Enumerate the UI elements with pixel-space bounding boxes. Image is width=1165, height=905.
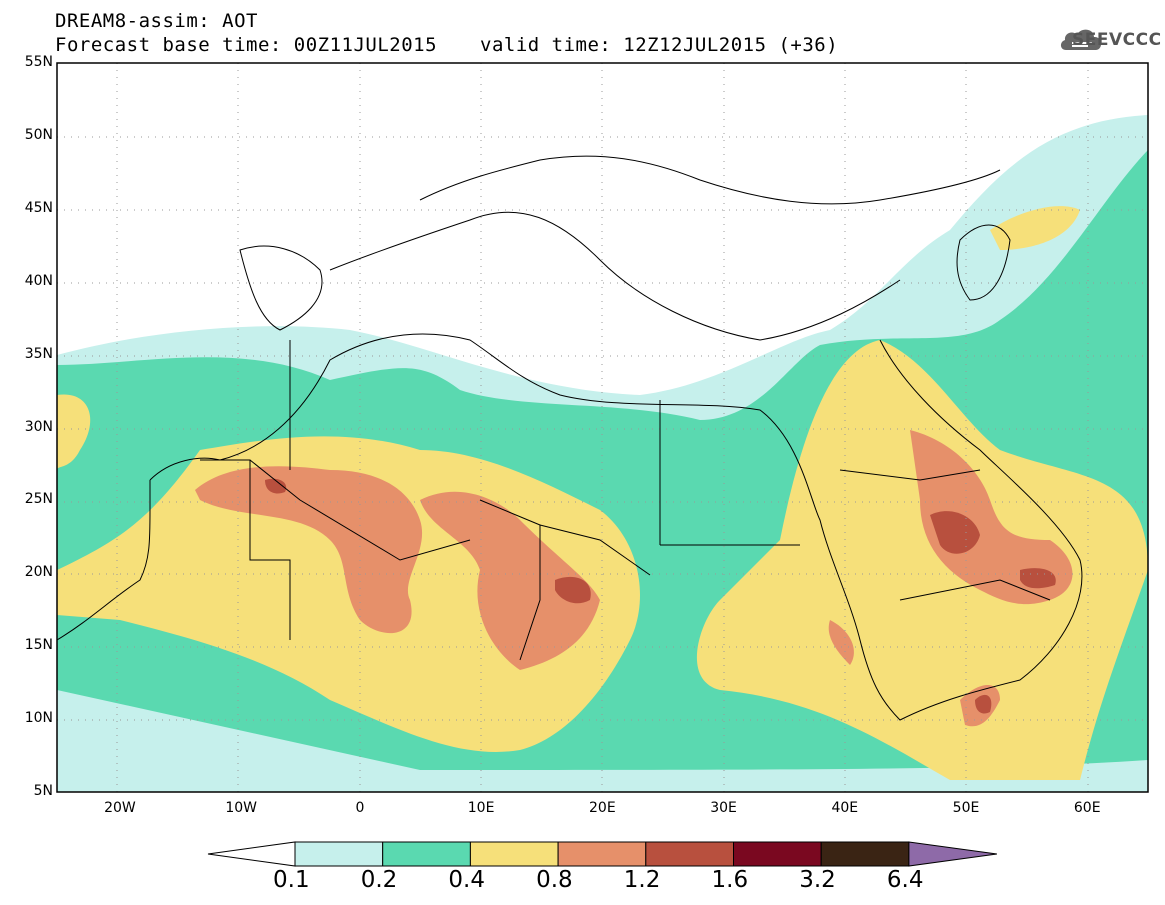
lon-tick-label: 50E (952, 800, 980, 816)
lat-tick-label: 15N (24, 637, 53, 654)
lat-tick-label: 45N (24, 199, 53, 216)
colorbar-segment (294, 841, 384, 867)
coastlines (57, 155, 1083, 721)
lon-tick-label: 20W (104, 800, 136, 816)
lat-tick-label: 20N (24, 564, 53, 581)
colorbar-label: 1.2 (623, 867, 661, 893)
colorbar-label: 3.2 (799, 867, 836, 893)
colorbar-label: 1.6 (711, 867, 749, 893)
colorbar-label: 0.1 (273, 867, 310, 893)
cloud-icon (1060, 29, 1102, 50)
lat-tick-label: 30N (24, 418, 53, 435)
lat-tick-label: 25N (24, 491, 53, 508)
grid-lines (57, 63, 1148, 792)
map-frame (56, 62, 1149, 793)
logo-text: SEEVCCC (1072, 30, 1162, 50)
lon-tick-label: 60E (1073, 800, 1101, 816)
lon-tick-label: 10W (225, 800, 257, 816)
lat-tick-label: 50N (24, 126, 53, 143)
lat-tick-label: 10N (24, 710, 53, 727)
colorbar-label: 0.2 (360, 867, 398, 893)
colorbar-segment (645, 841, 734, 867)
colorbar-segment (469, 841, 559, 867)
lon-tick-label: 40E (831, 800, 859, 816)
colorbar-high-arrow (908, 841, 997, 867)
lat-tick-label: 40N (24, 272, 53, 289)
colorbar-low-arrow (207, 841, 296, 867)
lat-tick-label: 5N (33, 783, 53, 799)
lon-tick-label: 20E (589, 800, 616, 816)
lon-tick-label: 10E (467, 800, 495, 816)
colorbar-label: 0.8 (536, 867, 573, 893)
colorbar-segment (820, 841, 910, 867)
forecast-base-time: Forecast base time: 00Z11JUL2015 (55, 34, 438, 56)
colorbar-label: 6.4 (886, 867, 924, 893)
colorbar-segment (557, 841, 647, 867)
colorbar-segment (382, 841, 471, 867)
lon-tick-label: 0 (355, 800, 365, 816)
lat-tick-label: 55N (24, 54, 53, 70)
lon-tick-label: 30E (710, 800, 737, 816)
colorbar-segment (733, 841, 822, 867)
lat-tick-label: 35N (24, 345, 53, 362)
valid-time: valid time: 12Z12JUL2015 (+36) (480, 34, 839, 56)
colorbar-label: 0.4 (448, 867, 485, 893)
map-title: DREAM8-assim: AOT (55, 10, 258, 32)
